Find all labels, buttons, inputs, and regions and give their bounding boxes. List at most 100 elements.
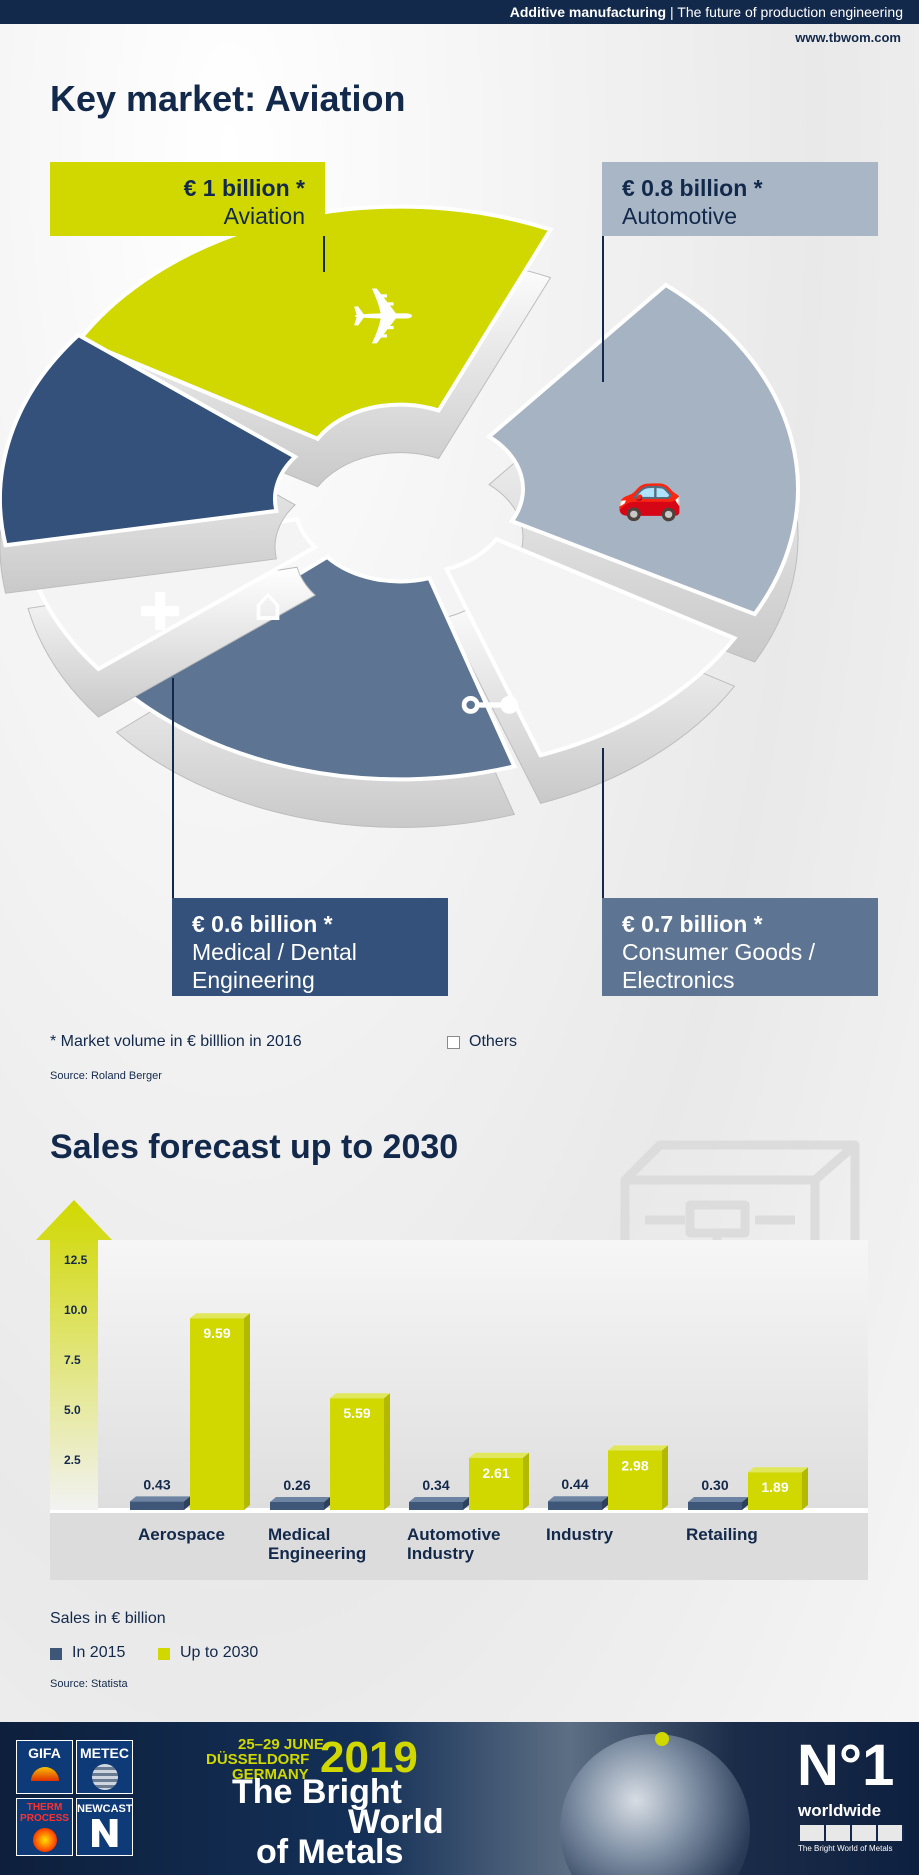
bar-value-label: 5.59 bbox=[343, 1405, 370, 1421]
newcast-logo: NEWCAST bbox=[76, 1798, 133, 1856]
legend-swatch-2015 bbox=[50, 1648, 62, 1660]
y-tick-label: 5.0 bbox=[64, 1403, 81, 1417]
car-icon: 🚗 bbox=[616, 460, 683, 523]
bar-top bbox=[608, 1445, 668, 1451]
y-tick-label: 7.5 bbox=[64, 1353, 81, 1367]
key-market-title: Key market: Aviation bbox=[50, 78, 406, 119]
n1-badge-tagline: The Bright World of Metals bbox=[798, 1844, 893, 1853]
others-legend-label: Others bbox=[469, 1033, 518, 1050]
website-link[interactable]: www.tbwom.com bbox=[795, 30, 901, 45]
header-bold: Additive manufacturing bbox=[509, 4, 667, 20]
automotive-label: Automotive bbox=[622, 203, 738, 229]
bar-2030 bbox=[748, 1472, 802, 1510]
bar-side bbox=[384, 1393, 390, 1510]
automotive-value: € 0.8 billion * bbox=[622, 175, 763, 201]
donut-segment-automotive bbox=[485, 282, 800, 617]
category-label: Automotive bbox=[407, 1525, 501, 1544]
medical-value: € 0.6 billion * bbox=[192, 911, 333, 937]
bar-top bbox=[130, 1496, 190, 1502]
bar-value-label: 0.44 bbox=[561, 1476, 588, 1492]
medical-leader-line bbox=[172, 678, 174, 898]
event-year: 2019 bbox=[320, 1733, 418, 1782]
tooth-icon: ⌂ bbox=[253, 577, 282, 631]
consumer-callout: € 0.7 billion * Consumer Goods / Electro… bbox=[602, 898, 878, 996]
bar-value-label: 2.98 bbox=[621, 1457, 648, 1473]
bar-2015 bbox=[409, 1502, 463, 1510]
bar-value-label: 9.59 bbox=[203, 1325, 230, 1341]
n1-badge-number: N°1 bbox=[797, 1733, 895, 1798]
category-label: Industry bbox=[546, 1525, 614, 1544]
medical-label-1: Medical / Dental bbox=[192, 939, 357, 965]
category-label: Engineering bbox=[268, 1544, 366, 1563]
y-axis-arrow bbox=[36, 1200, 112, 1510]
bar-2015 bbox=[130, 1501, 184, 1510]
category-label: Retailing bbox=[686, 1525, 758, 1544]
source-statista: Source: Statista bbox=[50, 1678, 128, 1690]
baseline bbox=[50, 1508, 868, 1513]
bar-top bbox=[330, 1393, 390, 1399]
aviation-value: € 1 billion * bbox=[183, 175, 305, 201]
bar-2015 bbox=[688, 1502, 742, 1510]
event-city: DÜSSELDORF bbox=[206, 1751, 310, 1768]
n1-badge-word: worldwide bbox=[798, 1801, 882, 1820]
category-band bbox=[50, 1512, 868, 1580]
automotive-leader-line bbox=[602, 162, 604, 382]
bar-top bbox=[270, 1497, 330, 1502]
header-bar: Additive manufacturing | The future of p… bbox=[0, 0, 919, 24]
bar-side bbox=[742, 1497, 748, 1510]
others-legend-swatch bbox=[447, 1036, 460, 1049]
event-banner[interactable]: GIFA METEC THERM PROCESS NEWCAST 25–29 J… bbox=[0, 1722, 919, 1875]
donut-segment-others bbox=[443, 536, 738, 758]
bar-side bbox=[324, 1497, 330, 1510]
market-volume-footnote: * Market volume in € billlion in 2016 bbox=[50, 1033, 302, 1050]
sales-units-label: Sales in € billion bbox=[50, 1610, 166, 1627]
medical-kit-icon: ✚ bbox=[138, 583, 182, 643]
gifa-logo: GIFA bbox=[16, 1740, 73, 1794]
header-separator: | bbox=[670, 4, 674, 20]
event-title-line-3: of Metals bbox=[256, 1833, 404, 1871]
legend-swatch-2030 bbox=[158, 1648, 170, 1660]
bar-value-label: 2.61 bbox=[482, 1465, 509, 1481]
metec-logo: METEC bbox=[76, 1740, 133, 1794]
bar-top bbox=[548, 1496, 608, 1502]
bar-2030 bbox=[469, 1457, 523, 1510]
bar-value-label: 1.89 bbox=[761, 1479, 788, 1495]
thermprocess-logo: THERM PROCESS bbox=[16, 1798, 73, 1856]
bar-side bbox=[463, 1497, 469, 1510]
category-label: Aerospace bbox=[138, 1525, 225, 1544]
automotive-callout: € 0.8 billion * Automotive bbox=[602, 162, 878, 236]
consumer-label-2: Electronics bbox=[622, 967, 735, 993]
bar-side bbox=[802, 1467, 808, 1510]
medical-callout: € 0.6 billion * Medical / Dental Enginee… bbox=[172, 898, 448, 996]
bar-side bbox=[184, 1496, 190, 1510]
bar-top bbox=[748, 1467, 808, 1473]
bar-2015 bbox=[270, 1502, 324, 1510]
event-dates: 25–29 JUNE bbox=[238, 1736, 324, 1753]
source-roland-berger: Source: Roland Berger bbox=[50, 1070, 162, 1082]
bar-side bbox=[662, 1445, 668, 1510]
aviation-label: Aviation bbox=[223, 203, 305, 229]
globe-image bbox=[560, 1734, 750, 1875]
event-country: GERMANY bbox=[232, 1766, 309, 1783]
category-label: Industry bbox=[407, 1544, 475, 1563]
header-subtitle: The future of production engineering bbox=[677, 4, 903, 20]
y-tick-label: 12.5 bbox=[64, 1253, 88, 1267]
legend-label-2015: In 2015 bbox=[72, 1644, 126, 1661]
medical-label-2: Engineering bbox=[192, 967, 315, 993]
event-title-line-2: World bbox=[348, 1803, 444, 1841]
bar-top bbox=[190, 1313, 250, 1319]
bar-top bbox=[409, 1497, 469, 1502]
consumer-label-1: Consumer Goods / bbox=[622, 939, 816, 965]
bar-2030 bbox=[330, 1398, 384, 1510]
consumer-value: € 0.7 billion * bbox=[622, 911, 763, 937]
bar-side bbox=[602, 1496, 608, 1510]
bar-side bbox=[523, 1452, 529, 1510]
bar-side bbox=[244, 1313, 250, 1510]
aviation-callout: € 1 billion * Aviation bbox=[50, 162, 325, 236]
sales-forecast-title: Sales forecast up to 2030 bbox=[50, 1128, 459, 1166]
bar-value-label: 0.43 bbox=[143, 1476, 170, 1492]
bar-value-label: 0.26 bbox=[283, 1477, 310, 1493]
consumer-leader-line bbox=[602, 748, 604, 898]
donut-segment-aviation bbox=[76, 204, 554, 442]
airplane-icon: ✈ bbox=[349, 271, 416, 364]
